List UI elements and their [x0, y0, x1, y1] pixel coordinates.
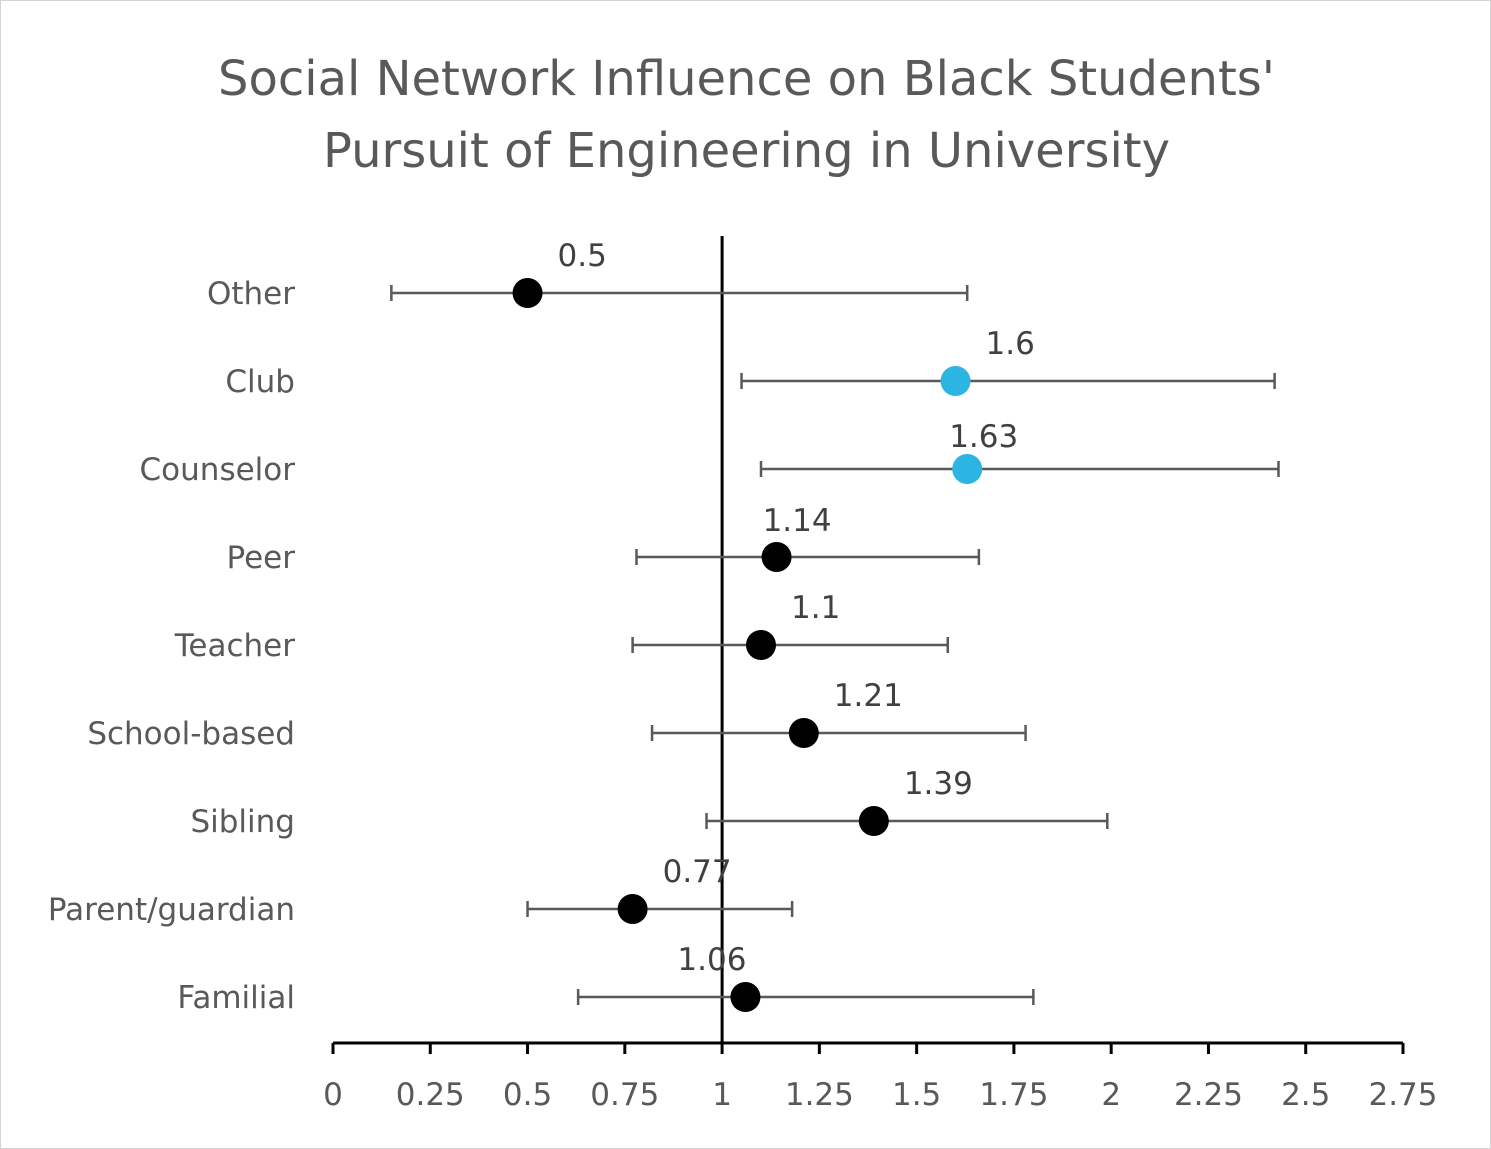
chart-title-line-2: Pursuit of Engineering in University [322, 123, 1171, 179]
data-point [952, 454, 983, 484]
category-label: School-based [87, 716, 295, 752]
data-point [730, 982, 761, 1012]
data-row: 0.77 [526, 854, 794, 924]
data-point [858, 806, 889, 836]
data-label: 0.5 [558, 238, 607, 274]
category-label: Parent/guardian [48, 892, 295, 928]
data-row: 1.06 [576, 942, 1035, 1012]
x-tick-label: 0 [323, 1077, 343, 1113]
category-label: Counselor [140, 452, 296, 488]
x-tick-label: 1.75 [979, 1077, 1048, 1113]
data-label: 1.63 [949, 419, 1018, 455]
data-point [940, 366, 971, 396]
x-tick-label: 0.25 [396, 1077, 465, 1113]
x-tick-label: 0.75 [590, 1077, 659, 1113]
data-label: 1.14 [763, 503, 832, 539]
x-tick-label: 0.5 [503, 1077, 552, 1113]
category-label: Club [225, 364, 295, 400]
data-point [512, 278, 543, 308]
category-label: Teacher [174, 628, 296, 664]
x-tick-label: 2 [1101, 1077, 1121, 1113]
data-row: 1.1 [631, 590, 950, 660]
data-row: 1.39 [705, 766, 1109, 836]
x-tick-label: 2.25 [1174, 1077, 1243, 1113]
data-row: 1.63 [759, 419, 1280, 484]
chart-title: Social Network Influence on Black Studen… [1, 43, 1491, 187]
series-layer: 0.5 1.6 1.63 1.14 1.1 1.21 1.39 0.77 1.06 [390, 238, 1280, 1012]
data-point [746, 630, 776, 660]
x-tick-label: 1.25 [785, 1077, 854, 1113]
data-row: 1.21 [650, 678, 1027, 748]
category-label: Sibling [190, 804, 295, 840]
x-tick-label: 1.5 [892, 1077, 941, 1113]
data-label: 1.21 [834, 678, 903, 714]
data-label: 1.1 [791, 590, 840, 626]
x-tick-label: 1 [712, 1077, 732, 1113]
data-row: 0.5 [390, 238, 969, 308]
data-row: 1.14 [635, 503, 981, 572]
data-label: 1.39 [904, 766, 973, 802]
category-label: Peer [227, 540, 296, 576]
axis-layer: 0 0.25 0.5 0.75 1 1.25 1.5 1.75 2 2.25 2.5 2.75 Othe… [48, 236, 1438, 1113]
data-label: 1.06 [677, 942, 746, 978]
data-row: 1.6 [740, 326, 1276, 396]
x-tick-label: 2.5 [1281, 1077, 1330, 1113]
data-point [788, 718, 819, 748]
data-label: 0.77 [663, 854, 732, 890]
data-point [761, 542, 792, 572]
chart-title-line-1: Social Network Influence on Black Studen… [218, 51, 1275, 107]
category-label: Other [207, 276, 295, 312]
x-tick-label: 2.75 [1368, 1077, 1437, 1113]
data-point [617, 894, 648, 924]
category-label: Familial [177, 980, 295, 1016]
data-label: 1.6 [986, 326, 1035, 362]
